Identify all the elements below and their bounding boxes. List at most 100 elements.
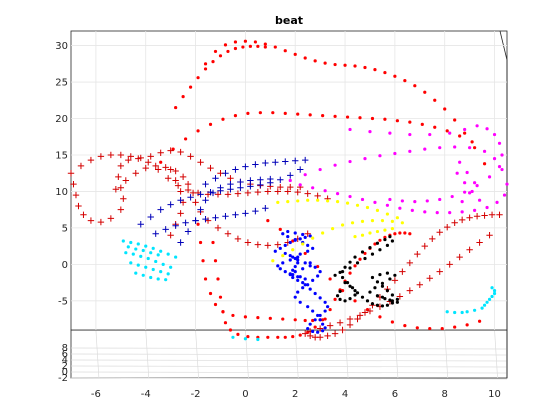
data-point — [473, 181, 477, 185]
data-point — [67, 170, 75, 177]
y-tick-label: 0 — [62, 260, 68, 271]
data-point — [223, 43, 228, 47]
data-point — [318, 313, 322, 318]
data-point — [385, 303, 390, 307]
data-point — [218, 54, 223, 58]
data-point — [303, 277, 307, 281]
data-point — [385, 289, 390, 293]
data-point — [378, 272, 382, 277]
data-point — [137, 221, 144, 228]
data-point — [343, 265, 347, 269]
x-tick-label: -4 — [141, 389, 151, 400]
data-point — [480, 306, 484, 310]
floor-tick-label: 2 — [62, 361, 68, 372]
data-point — [263, 45, 267, 49]
data-point — [177, 210, 184, 217]
data-point — [264, 188, 272, 195]
data-point — [115, 173, 122, 181]
data-point — [184, 180, 192, 188]
data-point — [423, 210, 427, 214]
floor-tick-label: -2 — [58, 373, 68, 384]
data-point — [393, 74, 397, 78]
data-point — [340, 270, 345, 274]
data-point — [234, 190, 242, 197]
series-7 — [271, 198, 404, 263]
data-point — [288, 258, 292, 262]
data-point — [323, 61, 327, 65]
data-point — [348, 297, 352, 301]
data-point — [360, 250, 365, 254]
data-point — [316, 330, 320, 334]
data-point — [202, 180, 209, 188]
data-point — [355, 203, 360, 207]
data-point — [221, 310, 225, 314]
data-point — [129, 261, 133, 265]
data-point — [120, 195, 127, 202]
data-point — [338, 289, 342, 293]
data-point — [333, 114, 337, 118]
data-point — [398, 206, 402, 210]
data-point — [196, 222, 200, 226]
data-point — [208, 291, 213, 296]
data-point — [291, 268, 295, 272]
data-point — [189, 189, 197, 197]
data-point — [356, 312, 364, 319]
data-point — [326, 199, 330, 203]
data-point — [224, 191, 232, 198]
data-point — [282, 158, 289, 165]
data-point — [222, 170, 229, 177]
data-point — [277, 183, 284, 191]
data-point — [306, 305, 310, 309]
data-point — [126, 245, 130, 249]
data-point — [311, 236, 315, 240]
data-point — [112, 186, 120, 193]
series-2 — [137, 156, 309, 246]
data-point — [188, 85, 193, 89]
data-point — [298, 300, 302, 304]
floor-tick-label: 0 — [62, 367, 68, 378]
data-point — [403, 324, 407, 328]
data-point — [172, 177, 179, 184]
data-point — [314, 192, 321, 200]
data-point — [308, 234, 312, 238]
data-point — [296, 199, 300, 203]
data-point — [492, 157, 497, 161]
data-point — [490, 294, 494, 299]
data-point — [473, 146, 477, 150]
data-point — [77, 162, 85, 170]
data-point — [426, 275, 433, 282]
data-point — [293, 264, 297, 269]
data-point — [308, 264, 312, 268]
data-point — [281, 254, 285, 258]
data-point — [147, 153, 154, 160]
data-point — [311, 186, 315, 190]
data-point — [308, 261, 312, 265]
data-point — [435, 210, 439, 215]
data-point — [237, 184, 244, 191]
data-point — [393, 273, 397, 277]
data-point — [301, 286, 305, 290]
data-point — [475, 184, 479, 188]
data-point — [505, 182, 509, 186]
data-point — [222, 213, 229, 220]
data-point — [318, 318, 322, 322]
data-point — [410, 208, 414, 212]
data-point — [380, 219, 385, 223]
data-point — [323, 300, 327, 304]
data-point — [231, 335, 235, 339]
data-point — [291, 255, 295, 259]
data-point — [460, 310, 464, 315]
data-point — [283, 270, 287, 274]
data-point — [385, 243, 390, 248]
data-point — [296, 255, 300, 259]
data-point — [141, 248, 145, 253]
data-point — [353, 235, 357, 239]
floor-grid-line — [70, 371, 508, 374]
data-point — [172, 167, 179, 175]
data-point — [306, 249, 310, 253]
data-point — [375, 208, 380, 212]
data-point — [296, 278, 300, 283]
data-point — [448, 131, 452, 135]
data-point — [296, 258, 300, 262]
data-point — [370, 302, 375, 306]
